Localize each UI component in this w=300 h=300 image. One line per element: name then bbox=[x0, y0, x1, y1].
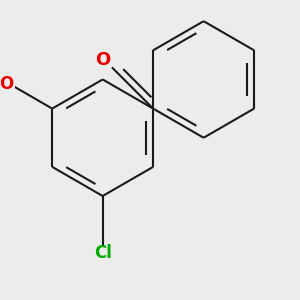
Text: Cl: Cl bbox=[94, 244, 112, 262]
Text: O: O bbox=[0, 75, 14, 93]
Text: O: O bbox=[95, 51, 110, 69]
